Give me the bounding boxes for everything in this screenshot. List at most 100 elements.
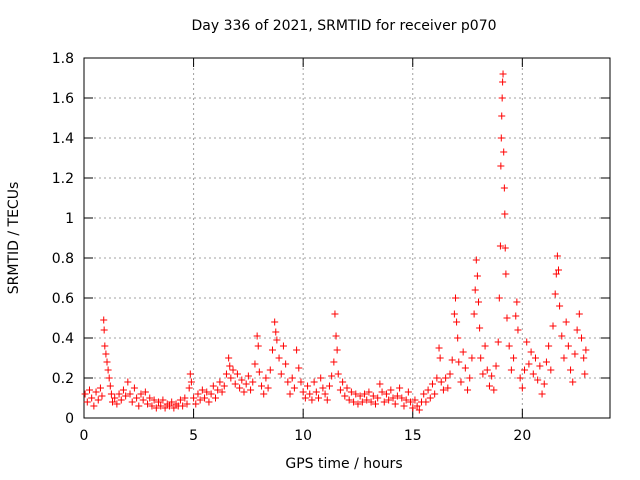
data-point <box>365 388 373 396</box>
data-point <box>499 70 507 78</box>
data-point <box>575 310 583 318</box>
data-point <box>578 334 586 342</box>
data-point <box>323 396 331 404</box>
data-point <box>494 338 502 346</box>
data-point <box>464 386 472 394</box>
data-point <box>196 396 204 404</box>
data-point <box>124 378 132 386</box>
data-point <box>119 386 127 394</box>
data-point <box>513 298 521 306</box>
data-point <box>152 404 160 412</box>
data-point <box>98 392 106 400</box>
data-point <box>115 390 123 398</box>
data-point <box>396 384 404 392</box>
data-point <box>500 148 508 156</box>
data-point <box>240 388 248 396</box>
data-point <box>470 310 478 318</box>
data-point <box>485 382 493 390</box>
data-point <box>498 94 506 102</box>
data-point <box>290 384 298 392</box>
data-point <box>108 398 116 406</box>
data-point <box>137 390 145 398</box>
data-point <box>420 390 428 398</box>
data-point <box>496 242 504 250</box>
data-point <box>358 398 366 406</box>
data-point <box>88 394 96 402</box>
data-point <box>304 382 312 390</box>
data-point <box>380 398 388 406</box>
y-axis-ticks: 0 0.2 0.4 0.6 0.8 1 1.2 1.4 1.6 1.8 <box>52 51 610 427</box>
grid <box>84 58 610 418</box>
data-point <box>273 336 281 344</box>
data-point <box>83 398 91 406</box>
data-point <box>260 390 268 398</box>
data-point <box>190 394 198 402</box>
data-point <box>334 370 342 378</box>
data-point <box>428 380 436 388</box>
data-point <box>198 386 206 394</box>
data-point <box>264 384 272 392</box>
data-point <box>354 400 362 408</box>
data-point <box>413 402 421 410</box>
data-point <box>102 350 110 358</box>
data-point <box>242 380 250 388</box>
data-point <box>433 374 441 382</box>
data-point <box>345 396 353 404</box>
data-point <box>244 372 252 380</box>
data-point <box>571 350 579 358</box>
x-axis-label: GPS time / hours <box>285 456 403 472</box>
data-point <box>495 294 503 302</box>
data-point <box>466 374 474 382</box>
data-point <box>389 394 397 402</box>
data-point <box>268 346 276 354</box>
data-point <box>472 256 480 264</box>
data-point <box>122 392 130 400</box>
data-point <box>144 400 152 408</box>
data-point <box>497 162 505 170</box>
data-point <box>385 396 393 404</box>
y-tick-label: 1.6 <box>52 91 74 107</box>
data-point <box>226 362 234 370</box>
data-point <box>554 266 562 274</box>
data-point <box>521 366 529 374</box>
data-point <box>581 370 589 378</box>
x-axis-ticks: 0 5 10 15 20 <box>80 58 531 444</box>
data-point <box>150 396 158 404</box>
y-tick-label: 0.6 <box>52 291 74 307</box>
data-point <box>216 378 224 386</box>
data-point <box>161 404 169 412</box>
data-point <box>117 396 125 404</box>
data-point <box>551 290 559 298</box>
data-point <box>431 390 439 398</box>
data-point <box>374 394 382 402</box>
data-point <box>382 390 390 398</box>
data-point <box>319 384 327 392</box>
data-point <box>330 358 338 366</box>
data-point <box>455 358 463 366</box>
data-point <box>254 342 262 350</box>
data-point <box>573 326 581 334</box>
data-point <box>111 394 119 402</box>
data-point <box>436 354 444 362</box>
data-point <box>308 396 316 404</box>
data-point <box>299 388 307 396</box>
data-point <box>569 378 577 386</box>
data-point <box>293 346 301 354</box>
data-point <box>540 380 548 388</box>
data-point <box>558 332 566 340</box>
data-point <box>525 360 533 368</box>
data-point <box>468 354 476 362</box>
data-point <box>473 272 481 280</box>
data-point <box>321 390 329 398</box>
data-point <box>488 372 496 380</box>
data-point <box>363 396 371 404</box>
data-point <box>454 334 462 342</box>
data-point <box>497 134 505 142</box>
data-point <box>106 382 114 390</box>
data-point <box>451 294 459 302</box>
data-point <box>477 354 485 362</box>
data-point <box>347 388 355 396</box>
data-point <box>582 346 590 354</box>
data-point <box>514 326 522 334</box>
y-axis-label: SRMTID / TECUs <box>6 181 22 295</box>
